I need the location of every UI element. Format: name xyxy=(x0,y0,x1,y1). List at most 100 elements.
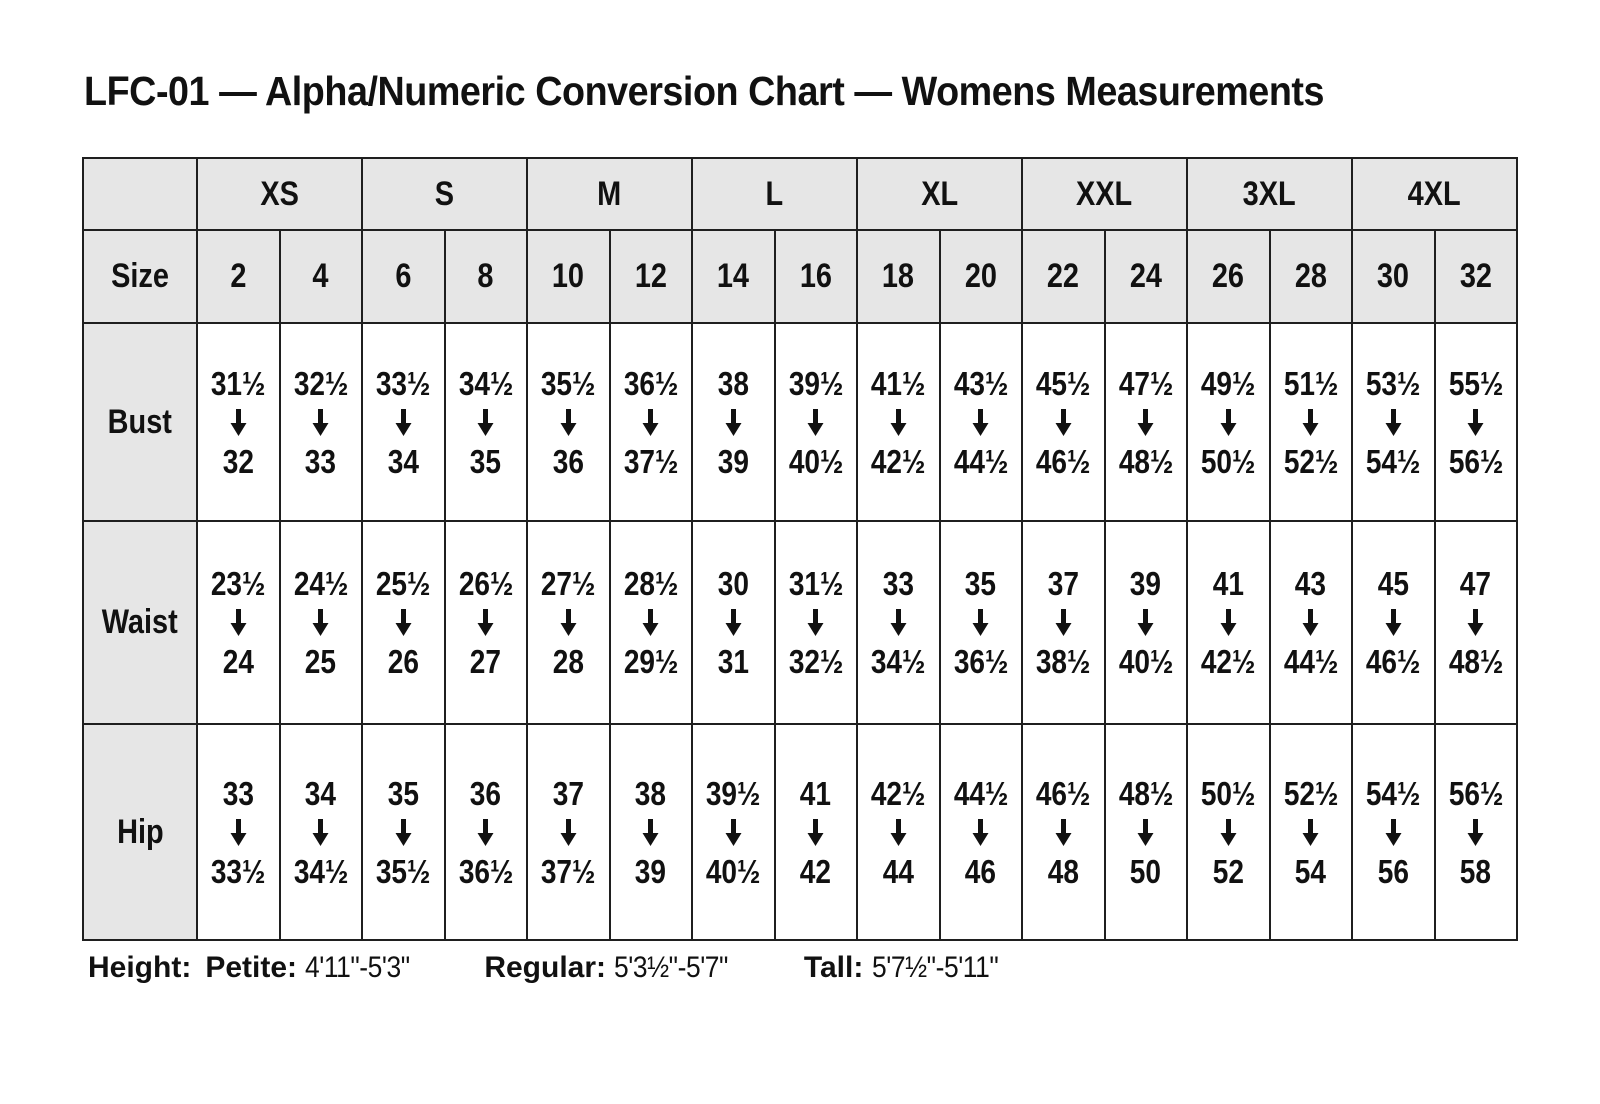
measurement-range: 44½ 46 xyxy=(941,777,1022,888)
waist-size-6-cell: 25½ 26 xyxy=(361,520,446,725)
down-arrow-icon xyxy=(890,609,907,636)
hip-size-6-cell: 35 35½ xyxy=(361,723,446,941)
hip-size-14-cell: 39½ 40½ xyxy=(691,723,776,941)
waist-row-label: Waist xyxy=(82,520,198,725)
range-from: 27½ xyxy=(540,565,596,602)
range-from: 41 xyxy=(1212,565,1244,602)
range-from: 43½ xyxy=(953,364,1009,402)
numeric-size-label: 28 xyxy=(1294,257,1327,295)
range-from: 35 xyxy=(965,565,997,602)
numeric-size-8: 8 xyxy=(443,229,528,324)
range-from: 47 xyxy=(1460,565,1492,602)
down-arrow-icon xyxy=(1467,818,1484,846)
bust-size-4-cell: 32½ 33 xyxy=(278,322,363,522)
range-to: 35½ xyxy=(375,852,431,890)
range-to: 42½ xyxy=(870,442,926,480)
range-to: 44 xyxy=(882,852,914,890)
alpha-size-s: S xyxy=(361,157,528,231)
alpha-size-label: XL xyxy=(921,174,958,213)
range-from: 37 xyxy=(552,774,584,812)
down-arrow-icon xyxy=(1220,818,1237,846)
range-to: 28 xyxy=(552,643,584,680)
down-arrow-icon xyxy=(560,818,577,846)
measurement-range: 46½ 48 xyxy=(1023,777,1104,888)
measurement-range: 31½ 32½ xyxy=(776,567,857,678)
waist-size-22-cell: 37 38½ xyxy=(1021,520,1106,725)
range-to: 50½ xyxy=(1200,442,1256,480)
waist-size-18-cell: 33 34½ xyxy=(856,520,941,725)
bust-size-30-cell: 53½ 54½ xyxy=(1351,322,1436,522)
range-to: 26 xyxy=(387,643,419,680)
down-arrow-icon xyxy=(807,609,824,636)
range-to: 29½ xyxy=(623,643,679,680)
range-to: 52 xyxy=(1212,852,1244,890)
measurement-range: 24½ 25 xyxy=(281,567,362,678)
range-to: 48½ xyxy=(1118,442,1174,480)
down-arrow-icon xyxy=(1302,609,1319,636)
down-arrow-icon xyxy=(477,609,494,636)
range-to: 32 xyxy=(222,442,254,480)
alpha-size-label: 3XL xyxy=(1242,174,1296,213)
measurement-range: 39½ 40½ xyxy=(693,777,774,888)
bust-size-14-cell: 38 39 xyxy=(691,322,776,522)
waist-size-14-cell: 30 31 xyxy=(691,520,776,725)
alpha-size-4xl: 4XL xyxy=(1351,157,1518,231)
range-to: 46 xyxy=(965,852,997,890)
measurement-range: 45½ 46½ xyxy=(1023,367,1104,478)
numeric-size-row: Size 2 4 6 8 10 12 14 16 18 20 22 24 26 28 30 32 xyxy=(82,229,1518,324)
waist-size-4-cell: 24½ 25 xyxy=(278,520,363,725)
hip-size-2-cell: 33 33½ xyxy=(196,723,281,941)
range-from: 35½ xyxy=(540,364,596,402)
down-arrow-icon xyxy=(725,609,742,636)
down-arrow-icon xyxy=(1467,408,1484,436)
numeric-size-label: 30 xyxy=(1377,257,1410,295)
measurement-range: 25½ 26 xyxy=(363,567,444,678)
range-to: 58 xyxy=(1460,852,1492,890)
hip-size-30-cell: 54½ 56 xyxy=(1351,723,1436,941)
down-arrow-icon xyxy=(1302,818,1319,846)
numeric-size-6: 6 xyxy=(361,229,446,324)
range-from: 55½ xyxy=(1448,364,1504,402)
range-to: 31 xyxy=(717,643,749,680)
down-arrow-icon xyxy=(1385,408,1402,436)
down-arrow-icon xyxy=(1055,408,1072,436)
numeric-size-label: 24 xyxy=(1129,257,1162,295)
alpha-size-xs: XS xyxy=(196,157,363,231)
range-from: 31½ xyxy=(210,364,266,402)
down-arrow-icon xyxy=(312,609,329,636)
range-from: 45½ xyxy=(1035,364,1091,402)
measurement-range: 53½ 54½ xyxy=(1353,367,1434,478)
range-to: 36½ xyxy=(953,643,1009,680)
numeric-size-2: 2 xyxy=(196,229,281,324)
hip-size-20-cell: 44½ 46 xyxy=(938,723,1023,941)
range-from: 54½ xyxy=(1365,774,1421,812)
measurement-label: Hip xyxy=(116,812,164,851)
range-from: 44½ xyxy=(953,774,1009,812)
down-arrow-icon xyxy=(642,408,659,436)
down-arrow-icon xyxy=(1467,609,1484,636)
numeric-size-label: 18 xyxy=(882,257,915,295)
corner-cell xyxy=(82,157,198,231)
waist-size-8-cell: 26½ 27 xyxy=(443,520,528,725)
measurement-range: 41 42½ xyxy=(1188,567,1269,678)
range-from: 33 xyxy=(222,774,254,812)
range-from: 42½ xyxy=(870,774,926,812)
range-to: 34 xyxy=(387,442,419,480)
measurement-range: 28½ 29½ xyxy=(611,567,692,678)
regular-label: Regular: xyxy=(484,951,606,984)
alpha-size-m: M xyxy=(526,157,693,231)
range-from: 56½ xyxy=(1448,774,1504,812)
height-regular: Regular: 5'3½"-5'7" xyxy=(484,951,744,985)
down-arrow-icon xyxy=(1220,609,1237,636)
range-to: 39 xyxy=(717,442,749,480)
regular-range: 5'3½"-5'7" xyxy=(614,951,729,984)
range-to: 36½ xyxy=(458,852,514,890)
range-from: 25½ xyxy=(375,565,431,602)
range-from: 23½ xyxy=(210,565,266,602)
measurement-range: 27½ 28 xyxy=(528,567,609,678)
measurement-range: 32½ 33 xyxy=(281,367,362,478)
bust-size-2-cell: 31½ 32 xyxy=(196,322,281,522)
range-from: 53½ xyxy=(1365,364,1421,402)
numeric-size-16: 16 xyxy=(773,229,858,324)
range-to: 33 xyxy=(305,442,337,480)
